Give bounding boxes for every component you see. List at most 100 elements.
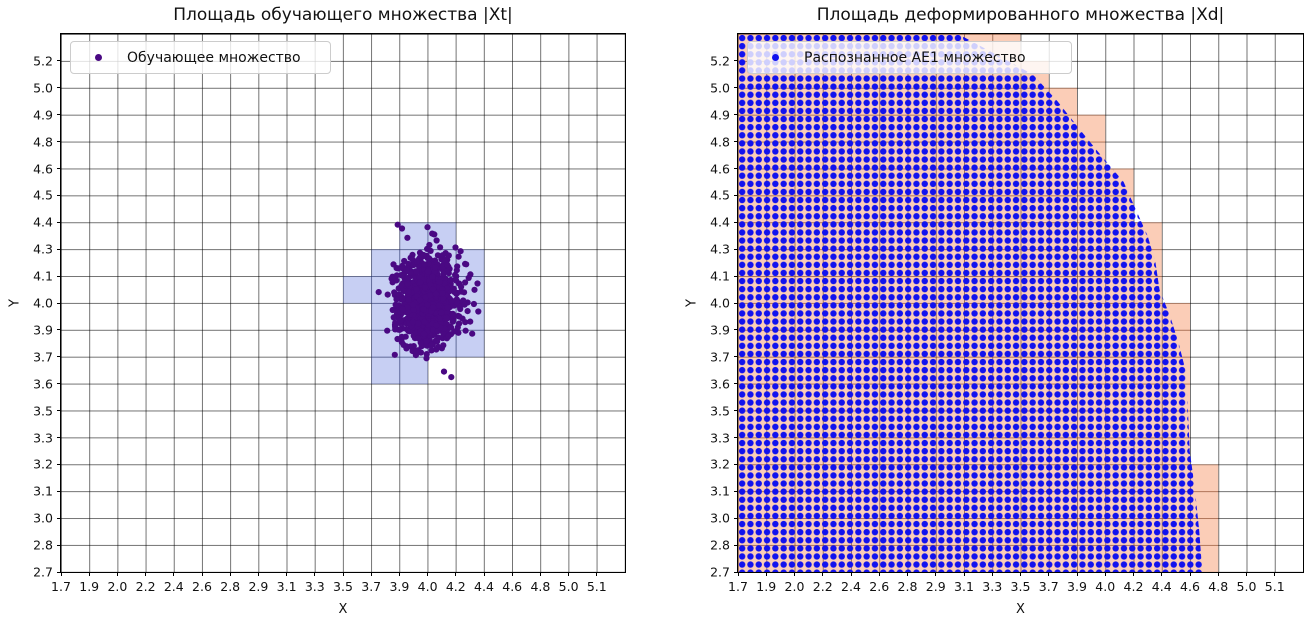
y-tick-label: 3.2 — [710, 456, 730, 472]
x-tick-label: 4.0 — [1095, 579, 1116, 594]
y-tick-mark — [57, 437, 61, 438]
legend-label: Распознанное АЕ1 множество — [804, 49, 1026, 66]
x-tick-label: 3.1 — [954, 579, 974, 594]
y-tick-mark — [57, 329, 61, 331]
x-tick-mark — [963, 572, 965, 576]
y-tick-label: 2.7 — [33, 564, 53, 580]
x-tick-mark — [907, 572, 908, 576]
x-axis-label: X — [1016, 602, 1025, 617]
x-tick-mark — [1246, 572, 1247, 576]
x-tick-mark — [1217, 572, 1219, 576]
highlight-cell — [343, 276, 372, 304]
y-tick-mark — [734, 356, 738, 358]
y-tick-mark — [57, 490, 61, 492]
y-tick-label: 2.7 — [710, 564, 730, 580]
legend-label: Обучающее множество — [127, 49, 301, 66]
y-tick-label: 4.5 — [33, 187, 53, 203]
y-tick-label: 2.8 — [710, 537, 730, 553]
y-tick-mark — [734, 383, 738, 385]
y-tick-label: 4.9 — [710, 107, 730, 123]
y-tick-label: 5.0 — [710, 80, 730, 96]
x-tick-mark — [511, 572, 513, 576]
y-tick-mark — [57, 168, 61, 169]
y-tick-label: 5.2 — [710, 53, 730, 69]
y-tick-mark — [734, 114, 738, 116]
x-tick-mark — [173, 572, 175, 576]
x-tick-mark — [822, 572, 824, 576]
x-tick-label: 2.2 — [812, 579, 833, 594]
x-tick-label: 5.1 — [1264, 579, 1285, 594]
x-tick-label: 3.7 — [361, 579, 382, 594]
x-tick-mark — [1104, 572, 1106, 576]
y-tick-label: 4.9 — [33, 107, 53, 123]
x-tick-mark — [201, 572, 203, 576]
y-tick-mark — [734, 490, 738, 492]
y-tick-mark — [57, 571, 61, 573]
x-tick-label: 2.8 — [220, 579, 241, 594]
x-tick-label: 2.4 — [163, 579, 184, 594]
x-tick-label: 3.9 — [1067, 579, 1087, 594]
y-tick-label: 4.8 — [33, 134, 53, 150]
y-tick-mark — [57, 463, 61, 465]
x-tick-mark — [398, 572, 400, 576]
y-tick-mark — [734, 437, 738, 438]
y-tick-label: 5.0 — [33, 80, 53, 96]
x-tick-mark — [427, 572, 429, 576]
x-tick-label: 2.6 — [192, 579, 212, 594]
y-tick-mark — [734, 221, 738, 223]
y-tick-label: 4.3 — [33, 241, 53, 257]
x-tick-label: 3.5 — [1010, 579, 1031, 594]
x-axis-label: X — [338, 602, 348, 617]
x-tick-label: 1.7 — [728, 579, 748, 594]
x-tick-label: 2.2 — [135, 579, 156, 594]
y-tick-label: 4.5 — [710, 187, 730, 203]
y-axis-label: Y — [7, 299, 23, 307]
x-tick-label: 2.0 — [784, 579, 805, 594]
y-tick-mark — [734, 275, 738, 277]
x-tick-mark — [1133, 572, 1134, 576]
y-tick-label: 4.0 — [710, 295, 730, 311]
x-tick-label: 3.7 — [1038, 579, 1059, 594]
y-tick-mark — [734, 544, 738, 546]
x-tick-mark — [935, 572, 937, 576]
y-tick-mark — [734, 60, 738, 62]
highlight-cell — [371, 356, 400, 385]
x-tick-label: 2.0 — [107, 579, 128, 594]
y-tick-mark — [57, 302, 61, 304]
x-tick-mark — [116, 572, 118, 576]
y-tick-mark — [57, 141, 61, 143]
y-tick-mark — [57, 383, 61, 385]
x-tick-label: 4.8 — [1208, 579, 1229, 594]
x-tick-label: 3.3 — [304, 579, 325, 594]
y-tick-label: 3.9 — [710, 322, 730, 338]
y-tick-label: 4.6 — [710, 161, 730, 176]
y-tick-label: 4.1 — [710, 268, 730, 284]
y-tick-label: 3.6 — [710, 376, 730, 392]
y-tick-label: 4.8 — [710, 134, 730, 150]
legend: Распознанное АЕ1 множество — [747, 41, 1072, 74]
y-tick-mark — [57, 517, 61, 519]
x-tick-label: 2.9 — [248, 579, 269, 594]
x-tick-mark — [314, 572, 316, 576]
y-tick-mark — [734, 571, 738, 573]
x-tick-mark — [1274, 572, 1276, 576]
x-tick-mark — [850, 572, 852, 576]
x-tick-mark — [1048, 572, 1050, 576]
y-tick-mark — [57, 221, 61, 223]
y-tick-label: 3.1 — [33, 483, 53, 499]
plot-training-set: Площадь обучающего множества |Xt| X Y Об… — [8, 5, 626, 617]
x-tick-mark — [455, 572, 457, 576]
y-tick-label: 3.0 — [710, 510, 730, 526]
x-tick-mark — [878, 572, 880, 576]
x-tick-mark — [88, 572, 90, 576]
x-tick-label: 1.7 — [51, 579, 71, 594]
y-tick-mark — [734, 329, 738, 331]
training-set-canvas — [343, 221, 485, 385]
x-tick-mark — [596, 572, 598, 576]
x-tick-label: 4.6 — [502, 579, 523, 594]
y-tick-mark — [57, 248, 61, 250]
y-tick-label: 3.3 — [710, 430, 730, 445]
highlight-cell — [399, 356, 428, 385]
y-tick-label: 4.6 — [33, 161, 53, 176]
y-tick-label: 3.6 — [33, 376, 53, 392]
